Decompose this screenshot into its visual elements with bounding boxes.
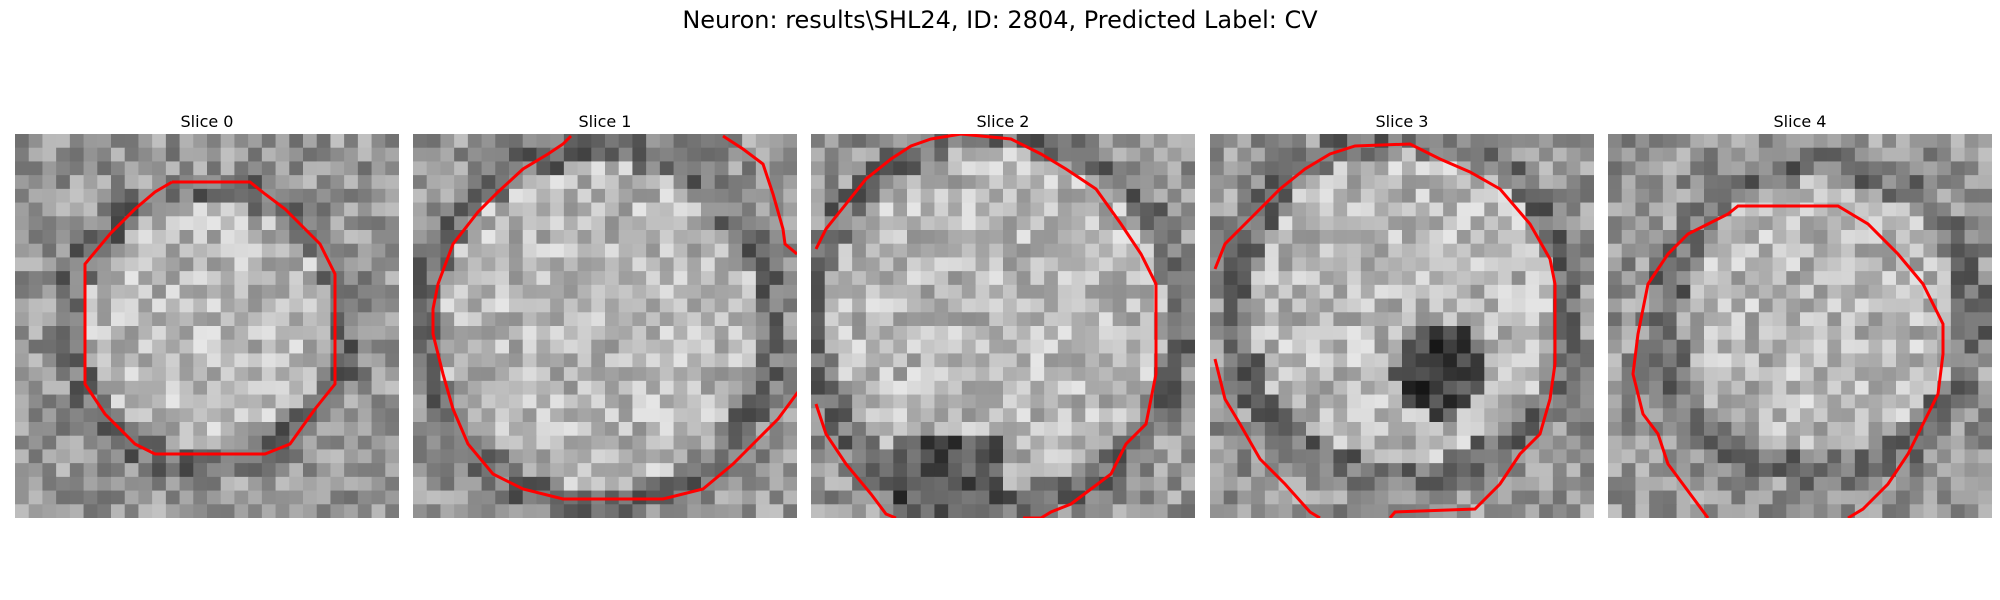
- slice-title: Slice 4: [1773, 112, 1827, 131]
- contour-line: [722, 134, 797, 256]
- contour-line: [1213, 358, 1321, 518]
- slice-image-svg: [811, 134, 1195, 518]
- slice-image: [15, 134, 399, 518]
- slice-panel-1: Slice 1: [413, 110, 797, 518]
- slice-image-svg: [1210, 134, 1594, 518]
- slice-title: Slice 0: [180, 112, 234, 131]
- contour-line: [814, 134, 1158, 518]
- contour-line: [1631, 204, 1945, 518]
- slice-panel-0: Slice 0: [15, 110, 399, 518]
- slice-panel-4: Slice 4: [1608, 110, 1992, 518]
- slice-image: [1608, 134, 1992, 518]
- slice-image: [811, 134, 1195, 518]
- contour-line: [431, 134, 797, 501]
- contour-line: [83, 180, 337, 456]
- slice-image-svg: [1608, 134, 1992, 518]
- slice-image-svg: [413, 134, 797, 518]
- slice-title: Slice 1: [578, 112, 632, 131]
- contour-line: [1213, 142, 1557, 518]
- slice-image: [413, 134, 797, 518]
- slice-title: Slice 3: [1375, 112, 1429, 131]
- figure-title: Neuron: results\SHL24, ID: 2804, Predict…: [682, 6, 1318, 34]
- slice-image: [1210, 134, 1594, 518]
- slice-image-svg: [15, 134, 399, 518]
- slice-panel-2: Slice 2: [811, 110, 1195, 518]
- slice-panel-3: Slice 3: [1210, 110, 1594, 518]
- slice-title: Slice 2: [976, 112, 1030, 131]
- contour-line: [814, 403, 897, 518]
